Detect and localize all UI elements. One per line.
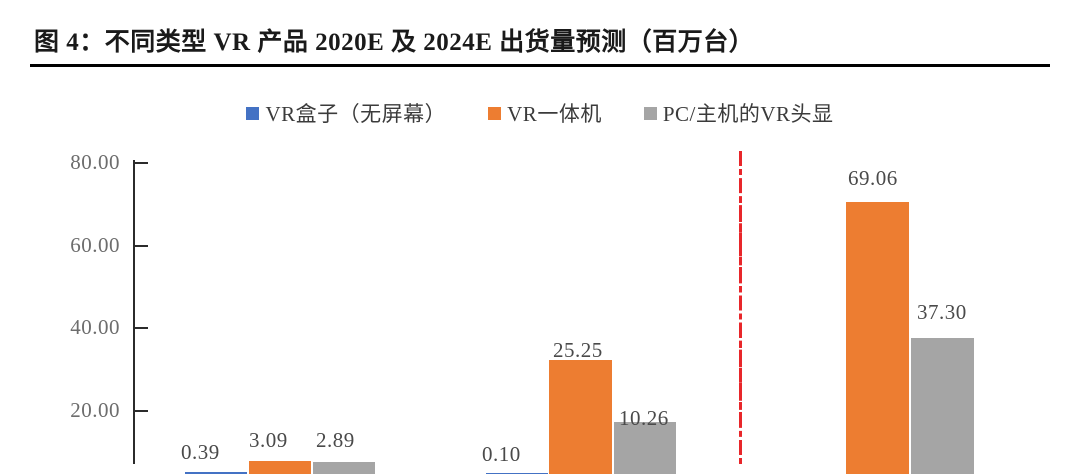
bar-value-g1-vr-box: 0.39: [181, 440, 220, 464]
bar-g3-vr-pc-console[interactable]: [911, 338, 974, 474]
bar-value-g1-vr-standalone: 3.09: [249, 428, 288, 452]
bar-value-g3-vr-pc-console: 37.30: [917, 300, 967, 324]
legend-label-vr-pc-console: PC/主机的VR头显: [662, 102, 834, 126]
legend-label-vr-standalone: VR一体机: [507, 102, 602, 126]
page-title: 图 4：不同类型 VR 产品 2020E 及 2024E 出货量预测（百万台）: [34, 29, 755, 56]
bar-value-g2-vr-box: 0.10: [482, 442, 521, 466]
legend-item-vr-box[interactable]: VR盒子（无屏幕）: [246, 98, 446, 128]
y-axis-tick-20: [135, 410, 148, 412]
legend-swatch-icon-vr-pc-console: [643, 106, 657, 120]
y-axis-label-20: 20.00: [70, 398, 120, 422]
chart-legend: VR盒子（无屏幕） VR一体机 PC/主机的VR头显: [0, 95, 1080, 131]
forecast-divider-line: [739, 151, 742, 464]
bar-value-g2-vr-pc-console: 10.26: [619, 406, 669, 430]
y-axis-tick-80: [135, 162, 148, 164]
legend-item-vr-pc-console[interactable]: PC/主机的VR头显: [643, 98, 834, 128]
legend-label-vr-box: VR盒子（无屏幕）: [265, 102, 447, 126]
y-axis-label-60: 60.00: [70, 233, 120, 257]
y-axis-tick-40: [135, 327, 148, 329]
legend-swatch-icon-vr-standalone: [488, 106, 502, 120]
bar-value-g2-vr-standalone: 25.25: [553, 338, 603, 362]
legend-item-vr-standalone[interactable]: VR一体机: [488, 98, 602, 128]
title-divider-rule: [30, 64, 1050, 67]
bar-g1-vr-standalone[interactable]: [249, 461, 311, 474]
bar-g3-vr-standalone[interactable]: [846, 202, 909, 474]
bar-value-g3-vr-standalone: 69.06: [848, 166, 898, 190]
bar-value-g1-vr-pc-console: 2.89: [316, 428, 355, 452]
y-axis-tick-60: [135, 245, 148, 247]
bar-g2-vr-standalone[interactable]: [549, 360, 612, 474]
y-axis-line: [133, 160, 135, 464]
chart-plot-area: 80.00 60.00 40.00 20.00 0.39 3.09 2.89 0…: [0, 140, 1080, 474]
y-axis-label-80: 80.00: [70, 150, 120, 174]
title-block: 图 4：不同类型 VR 产品 2020E 及 2024E 出货量预测（百万台）: [0, 0, 1080, 72]
legend-swatch-icon-vr-box: [246, 106, 260, 120]
y-axis-label-40: 40.00: [70, 315, 120, 339]
